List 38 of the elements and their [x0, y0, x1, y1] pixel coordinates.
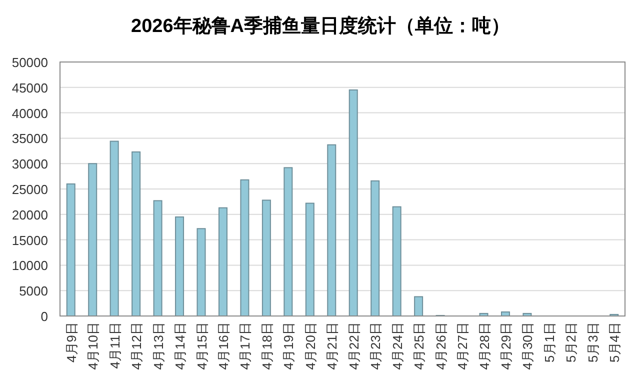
- y-tick-label: 25000: [12, 182, 48, 197]
- x-tick-label: 4月18日: [259, 322, 274, 370]
- x-tick-label: 4月9日: [64, 322, 79, 362]
- x-tick-label: 4月27日: [455, 322, 470, 370]
- y-tick-label: 50000: [12, 55, 48, 70]
- x-tick-label: 4月22日: [346, 322, 362, 370]
- x-tick-label: 4月17日: [238, 322, 253, 370]
- x-tick-label: 4月11日: [107, 322, 122, 369]
- x-tick-label: 4月28日: [476, 322, 492, 370]
- x-tick-label: 5月2日: [564, 322, 579, 362]
- x-tick-label: 4月13日: [150, 322, 166, 370]
- x-tick-label: 4月29日: [498, 322, 514, 370]
- x-tick-label: 4月26日: [433, 322, 448, 370]
- y-tick-label: 20000: [12, 207, 48, 222]
- x-tick-label: 5月3日: [585, 322, 600, 362]
- x-tick-label: 4月14日: [172, 322, 188, 370]
- y-tick-label: 0: [40, 309, 48, 324]
- y-tick-label: 30000: [12, 156, 48, 172]
- y-tick-label: 5000: [19, 284, 48, 299]
- x-tick-label: 5月4日: [607, 322, 622, 362]
- chart-title: 2026年秘鲁A季捕鱼量日度统计（单位：吨）: [131, 15, 510, 37]
- x-tick-label: 4月10日: [86, 322, 101, 370]
- x-tick-label: 4月16日: [216, 322, 231, 370]
- x-tick-label: 4月20日: [302, 322, 318, 370]
- y-tick-label: 45000: [12, 80, 48, 96]
- y-tick-label: 15000: [12, 232, 48, 248]
- x-tick-label: 4月21日: [324, 322, 340, 370]
- y-tick-label: 35000: [12, 131, 48, 146]
- x-tick-label: 5月1日: [542, 322, 557, 362]
- x-tick-label: 4月19日: [281, 322, 296, 370]
- x-tick-label: 4月23日: [368, 322, 384, 370]
- x-tick-label: 4月15日: [194, 322, 210, 370]
- x-tick-label: 4月24日: [390, 322, 405, 370]
- y-tick-label: 10000: [12, 258, 48, 274]
- y-tick-label: 40000: [12, 106, 48, 121]
- x-tick-label: 4月30日: [520, 322, 536, 370]
- x-tick-label: 4月12日: [129, 322, 144, 370]
- x-tick-label: 4月25日: [412, 322, 427, 370]
